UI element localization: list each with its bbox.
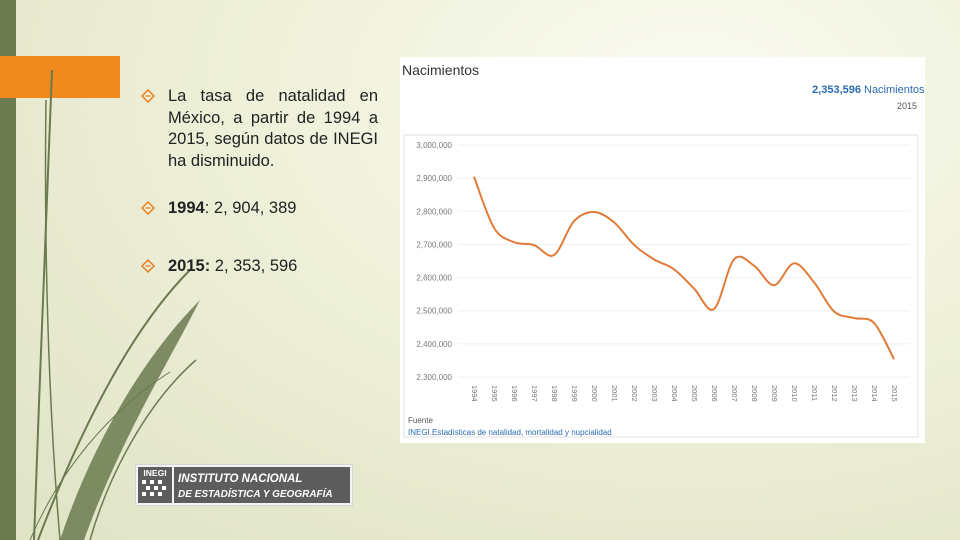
highlight-value: 2,353,596 [812,84,861,96]
diamond-bullet-icon [141,201,155,215]
x-tick-label: 2010 [790,385,799,402]
bullet-text: La tasa de natalidad en México, a partir… [168,87,378,170]
x-tick-label: 1994 [470,385,479,402]
diamond-bullet-icon [141,89,155,103]
inegi-logo: INEGI INSTITUTO NACIONAL DE ESTADÍSTICA … [135,464,353,506]
x-tick-label: 2009 [770,385,779,402]
diamond-bullet-icon [141,258,155,273]
plot-frame [403,134,919,438]
logo-mark: INEGI [143,468,166,478]
x-tick-label: 2005 [690,385,699,402]
x-tick-label: 2006 [710,385,719,402]
births-line-chart: Nacimientos 2,353,596 Nacimientos 2015 3… [402,62,925,438]
y-tick-label: 2,500,000 [416,307,452,316]
source-label: Fuente [408,416,433,425]
bullet-item: 1994: 2, 904, 389 [140,198,378,220]
x-tick-label: 2014 [870,385,879,402]
y-tick-label: 2,600,000 [416,274,452,283]
y-tick-label: 2,800,000 [416,207,452,216]
highlight-year: 2015 [897,101,917,111]
chart-title: Nacimientos [402,62,479,78]
x-tick-label: 2013 [850,385,859,402]
y-tick-label: 2,700,000 [416,240,452,249]
x-tick-label: 2001 [610,385,619,402]
x-tick-label: 1996 [510,385,519,402]
logo-line2: DE ESTADÍSTICA Y GEOGRAFÍA [178,487,333,500]
bullet-list: La tasa de natalidad en México, a partir… [140,86,378,277]
x-tick-label: 1997 [530,385,539,402]
highlight-label: Nacimientos [864,84,925,96]
x-tick-label: 1998 [550,385,559,402]
x-tick-label: 2007 [730,385,739,402]
bullet-bold: 2015: [168,256,211,275]
left-accent-bar [0,0,16,540]
x-tick-label: 2012 [830,385,839,402]
bullet-value: : 2, 904, 389 [204,199,297,217]
bullet-value: 2, 353, 596 [210,256,298,275]
x-tick-label: 2000 [590,385,599,402]
births-series-line [473,176,895,360]
data-points [473,176,895,360]
bullet-item: 2015: 2, 353, 596 [140,256,378,278]
y-tick-label: 3,000,000 [416,141,452,150]
y-tick-label: 2,900,000 [416,174,452,183]
x-tick-label: 2011 [810,385,819,401]
y-tick-label: 2,300,000 [416,373,452,382]
decorative-lines [29,69,200,540]
source-text: INEGI.Estadísticas de natalidad, mortali… [408,428,612,437]
x-tick-label: 2003 [650,385,659,402]
x-tick-label: 2002 [630,385,639,402]
logo-line1: INSTITUTO NACIONAL [178,473,302,485]
x-tick-label: 1995 [490,385,499,402]
x-tick-label: 1999 [570,385,579,402]
chart-card: Nacimientos 2,353,596 Nacimientos 2015 3… [400,57,925,443]
bullet-bold: 1994 [168,199,205,217]
x-tick-label: 2008 [750,385,759,402]
x-tick-label: 2015 [890,385,899,402]
bullet-item: La tasa de natalidad en México, a partir… [140,86,378,172]
orange-accent-tab [0,56,120,98]
y-tick-label: 2,400,000 [416,340,452,349]
x-tick-label: 2004 [670,385,679,402]
